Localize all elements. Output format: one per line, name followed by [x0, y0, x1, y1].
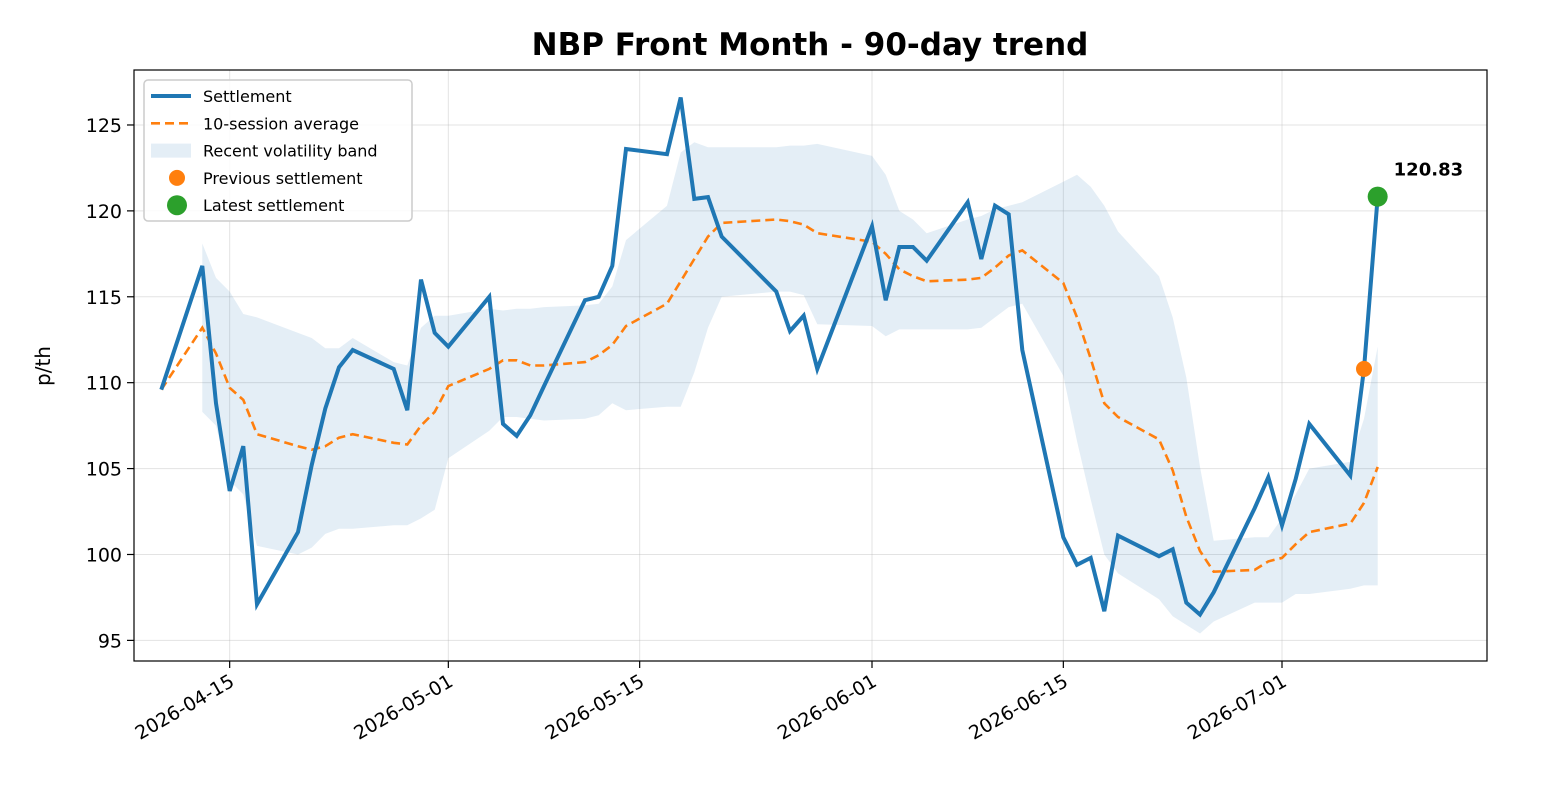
latest-settlement-point: [1367, 186, 1388, 207]
previous-settlement-point: [1356, 360, 1372, 377]
plot-frame: [133, 69, 1488, 662]
grid: [134, 70, 1487, 661]
legend-label-volatility-band: Recent volatility band: [203, 142, 378, 161]
latest-settlement-label: 120.83: [1394, 160, 1463, 181]
y-tick-label: 100: [86, 544, 122, 566]
legend-handle-volatility-band: [151, 143, 191, 158]
series-lines: [159, 97, 1380, 618]
markers: 120.83: [1356, 160, 1463, 377]
chart-title: NBP Front Month - 90-day trend: [532, 27, 1089, 63]
legend-label-latest-settlement: Latest settlement: [203, 196, 344, 215]
volatility-band-area: [202, 142, 1378, 634]
legend-handle-latest-settlement: [167, 195, 187, 216]
legend-label-10-session-average: 10-session average: [203, 114, 359, 133]
series-line-settlement: [159, 97, 1380, 618]
y-tick-label: 115: [86, 287, 122, 309]
y-tick-label: 105: [86, 459, 122, 481]
legend-label-previous-settlement: Previous settlement: [203, 169, 363, 188]
y-axis-label: p/th: [31, 346, 55, 386]
y-axis: 95 100 105 110 115 120 125: [86, 115, 134, 652]
y-tick-label: 110: [86, 373, 122, 395]
legend-label-settlement: Settlement: [203, 87, 292, 106]
legend-box: [143, 79, 413, 222]
y-tick-label: 125: [86, 115, 122, 137]
legend: Settlement 10-session average Recent volat…: [143, 79, 413, 222]
y-tick-label: 120: [86, 201, 122, 223]
volatility-band: [202, 142, 1378, 634]
y-tick-label: 95: [98, 630, 122, 652]
legend-handle-previous-settlement: [169, 169, 185, 186]
series-line-10-session-average: [160, 218, 1379, 574]
